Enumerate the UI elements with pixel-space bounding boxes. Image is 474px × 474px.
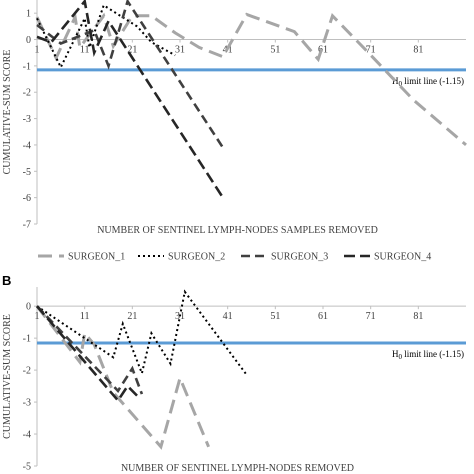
y-tick-label: -1 — [23, 61, 31, 72]
y-tick-label: -7 — [23, 220, 31, 231]
y-tick-label: 0 — [26, 35, 31, 46]
series-line-surgeon_3 — [36, 0, 224, 149]
x-axis-label: NUMBER OF SENTINEL LYMPH-NODES SAMPLES R… — [97, 225, 378, 236]
y-tick-label: 1 — [26, 9, 31, 20]
x-tick-label: 11 — [80, 45, 90, 56]
y-tick-label: 0 — [26, 302, 31, 313]
series-line-surgeon_2 — [36, 3, 176, 70]
x-tick-label: 71 — [366, 311, 376, 322]
y-tick-label: -1 — [23, 334, 31, 345]
y-axis-label: CUMULATIVE-SUM SCORE — [2, 50, 13, 175]
y-tick-label: -4 — [23, 430, 31, 441]
x-tick-label: 31 — [175, 311, 185, 322]
y-tick-label: -3 — [23, 398, 31, 409]
h0-limit-label: H0 limit line (-1.15) — [392, 349, 464, 361]
y-tick-label: -2 — [23, 88, 31, 99]
x-tick-label: 21 — [127, 45, 137, 56]
series-line-surgeon_4 — [36, 305, 139, 403]
y-tick-label: -6 — [23, 193, 31, 204]
y-tick-label: -4 — [23, 140, 31, 151]
y-tick-label: -2 — [23, 366, 31, 377]
y-tick-label: -5 — [23, 167, 31, 178]
x-tick-label: 31 — [175, 45, 185, 56]
x-tick-label: 41 — [223, 311, 233, 322]
legend-label-surgeon_1: SURGEON_1 — [68, 252, 125, 263]
y-tick-label: -3 — [23, 114, 31, 125]
x-tick-label: 51 — [270, 311, 280, 322]
x-tick-label: 61 — [318, 311, 328, 322]
x-tick-label: 51 — [270, 45, 280, 56]
legend: SURGEON_1 SURGEON_2 SURGEON_3 SURGEON_4 — [38, 252, 431, 263]
x-tick-label: 61 — [318, 45, 328, 56]
x-tick-label: 1 — [35, 311, 40, 322]
x-tick-label: 21 — [127, 311, 137, 322]
x-tick-label: 81 — [413, 45, 423, 56]
panel-label: B — [2, 273, 11, 288]
series-line-surgeon_1 — [35, 12, 467, 147]
x-axis-label: NUMBER OF SENTINEL LYMPH-NODES REMOVED — [121, 463, 354, 474]
legend-label-surgeon_3: SURGEON_3 — [271, 252, 328, 263]
x-tick-label: 81 — [413, 311, 423, 322]
series-line-surgeon_2 — [36, 289, 248, 377]
x-tick-label: 71 — [366, 45, 376, 56]
y-axis-label: CUMULATIVE-SUM SCORE — [2, 314, 13, 439]
y-tick-label: -5 — [23, 462, 31, 473]
legend-label-surgeon_4: SURGEON_4 — [374, 252, 431, 263]
series-line-surgeon_3 — [36, 305, 144, 395]
series-line-surgeon_1 — [35, 305, 210, 450]
x-tick-label: 1 — [35, 45, 40, 56]
x-tick-label: 11 — [80, 311, 90, 322]
h0-limit-label: H0 limit line (-1.15) — [392, 76, 464, 88]
legend-label-surgeon_2: SURGEON_2 — [168, 252, 225, 263]
series-line-surgeon_4 — [36, 0, 224, 199]
